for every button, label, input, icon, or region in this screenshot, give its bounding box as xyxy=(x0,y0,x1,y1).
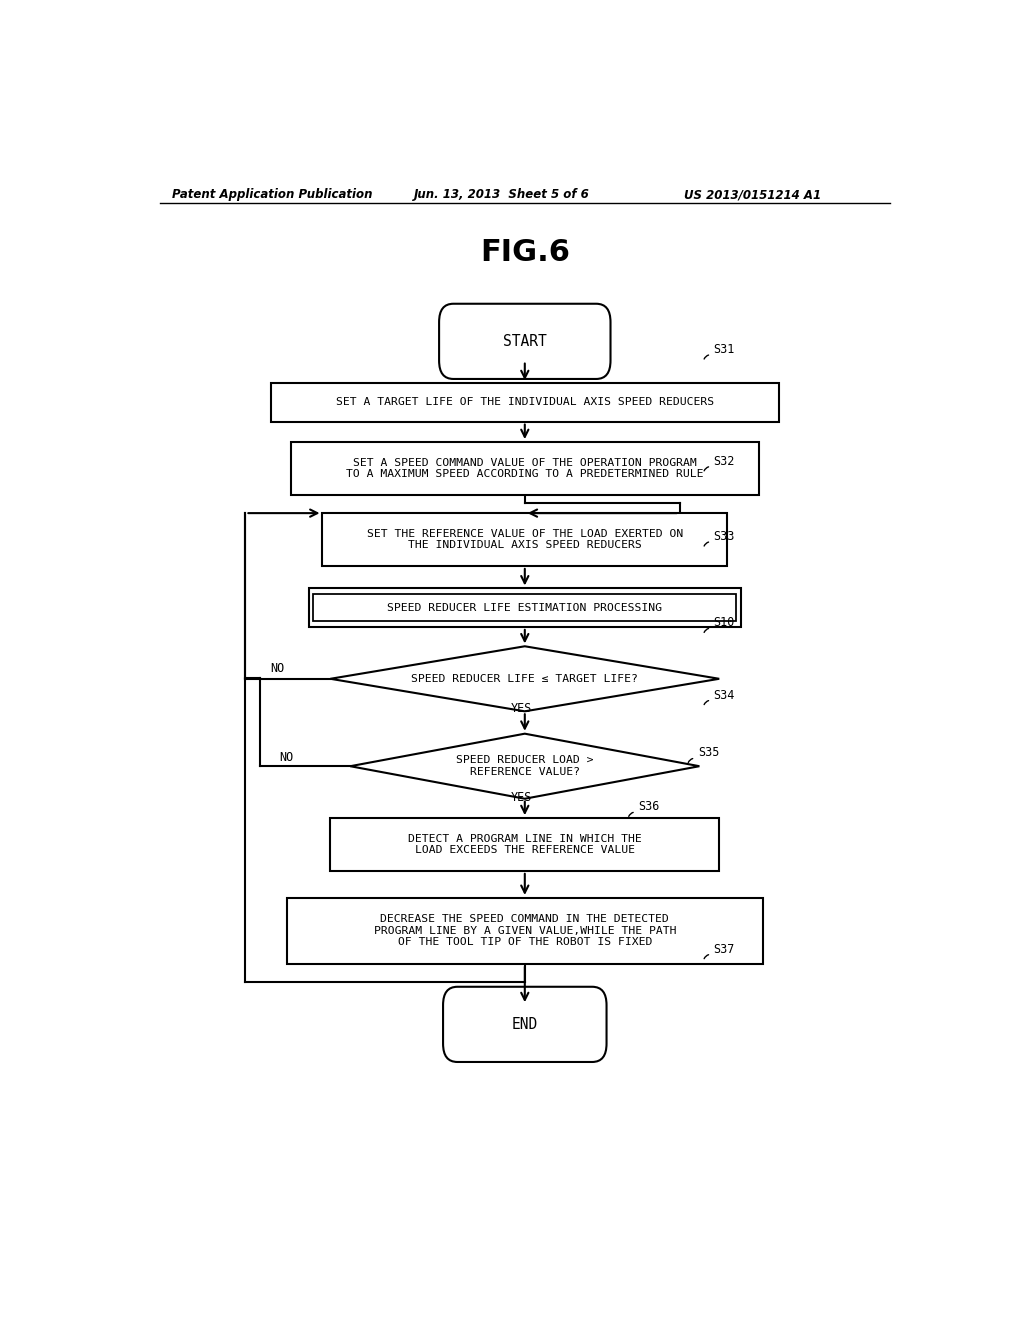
Bar xyxy=(323,513,727,566)
Text: NO: NO xyxy=(280,751,294,764)
Text: SPEED REDUCER LOAD >
REFERENCE VALUE?: SPEED REDUCER LOAD > REFERENCE VALUE? xyxy=(456,755,594,777)
Bar xyxy=(313,594,736,620)
Bar xyxy=(331,818,719,871)
Text: SPEED REDUCER LIFE ESTIMATION PROCESSING: SPEED REDUCER LIFE ESTIMATION PROCESSING xyxy=(387,603,663,612)
Text: YES: YES xyxy=(511,791,531,804)
Text: START: START xyxy=(503,334,547,348)
Text: SET A TARGET LIFE OF THE INDIVIDUAL AXIS SPEED REDUCERS: SET A TARGET LIFE OF THE INDIVIDUAL AXIS… xyxy=(336,397,714,408)
Polygon shape xyxy=(350,734,699,799)
Text: FIG.6: FIG.6 xyxy=(480,239,569,268)
Text: DETECT A PROGRAM LINE IN WHICH THE
LOAD EXCEEDS THE REFERENCE VALUE: DETECT A PROGRAM LINE IN WHICH THE LOAD … xyxy=(408,834,642,855)
Bar xyxy=(270,383,779,421)
Text: END: END xyxy=(512,1016,538,1032)
Text: S33: S33 xyxy=(714,531,735,543)
Text: YES: YES xyxy=(511,702,531,715)
Text: SPEED REDUCER LIFE ≤ TARGET LIFE?: SPEED REDUCER LIFE ≤ TARGET LIFE? xyxy=(412,673,638,684)
Text: NO: NO xyxy=(270,661,285,675)
Text: Jun. 13, 2013  Sheet 5 of 6: Jun. 13, 2013 Sheet 5 of 6 xyxy=(414,189,590,202)
Polygon shape xyxy=(331,647,719,711)
Text: S35: S35 xyxy=(697,747,719,759)
Bar xyxy=(287,898,763,964)
Text: S10: S10 xyxy=(714,616,735,630)
Text: S34: S34 xyxy=(714,689,735,701)
FancyBboxPatch shape xyxy=(439,304,610,379)
Text: SET A SPEED COMMAND VALUE OF THE OPERATION PROGRAM
TO A MAXIMUM SPEED ACCORDING : SET A SPEED COMMAND VALUE OF THE OPERATI… xyxy=(346,458,703,479)
Text: S36: S36 xyxy=(638,800,659,813)
Text: SET THE REFERENCE VALUE OF THE LOAD EXERTED ON
THE INDIVIDUAL AXIS SPEED REDUCER: SET THE REFERENCE VALUE OF THE LOAD EXER… xyxy=(367,529,683,550)
Text: S32: S32 xyxy=(714,455,735,467)
Text: S31: S31 xyxy=(714,343,735,356)
Bar xyxy=(308,589,741,627)
Bar xyxy=(291,442,759,495)
FancyBboxPatch shape xyxy=(443,987,606,1063)
Text: US 2013/0151214 A1: US 2013/0151214 A1 xyxy=(684,189,820,202)
Text: Patent Application Publication: Patent Application Publication xyxy=(172,189,372,202)
Text: S37: S37 xyxy=(714,942,735,956)
Text: DECREASE THE SPEED COMMAND IN THE DETECTED
PROGRAM LINE BY A GIVEN VALUE,WHILE T: DECREASE THE SPEED COMMAND IN THE DETECT… xyxy=(374,915,676,948)
